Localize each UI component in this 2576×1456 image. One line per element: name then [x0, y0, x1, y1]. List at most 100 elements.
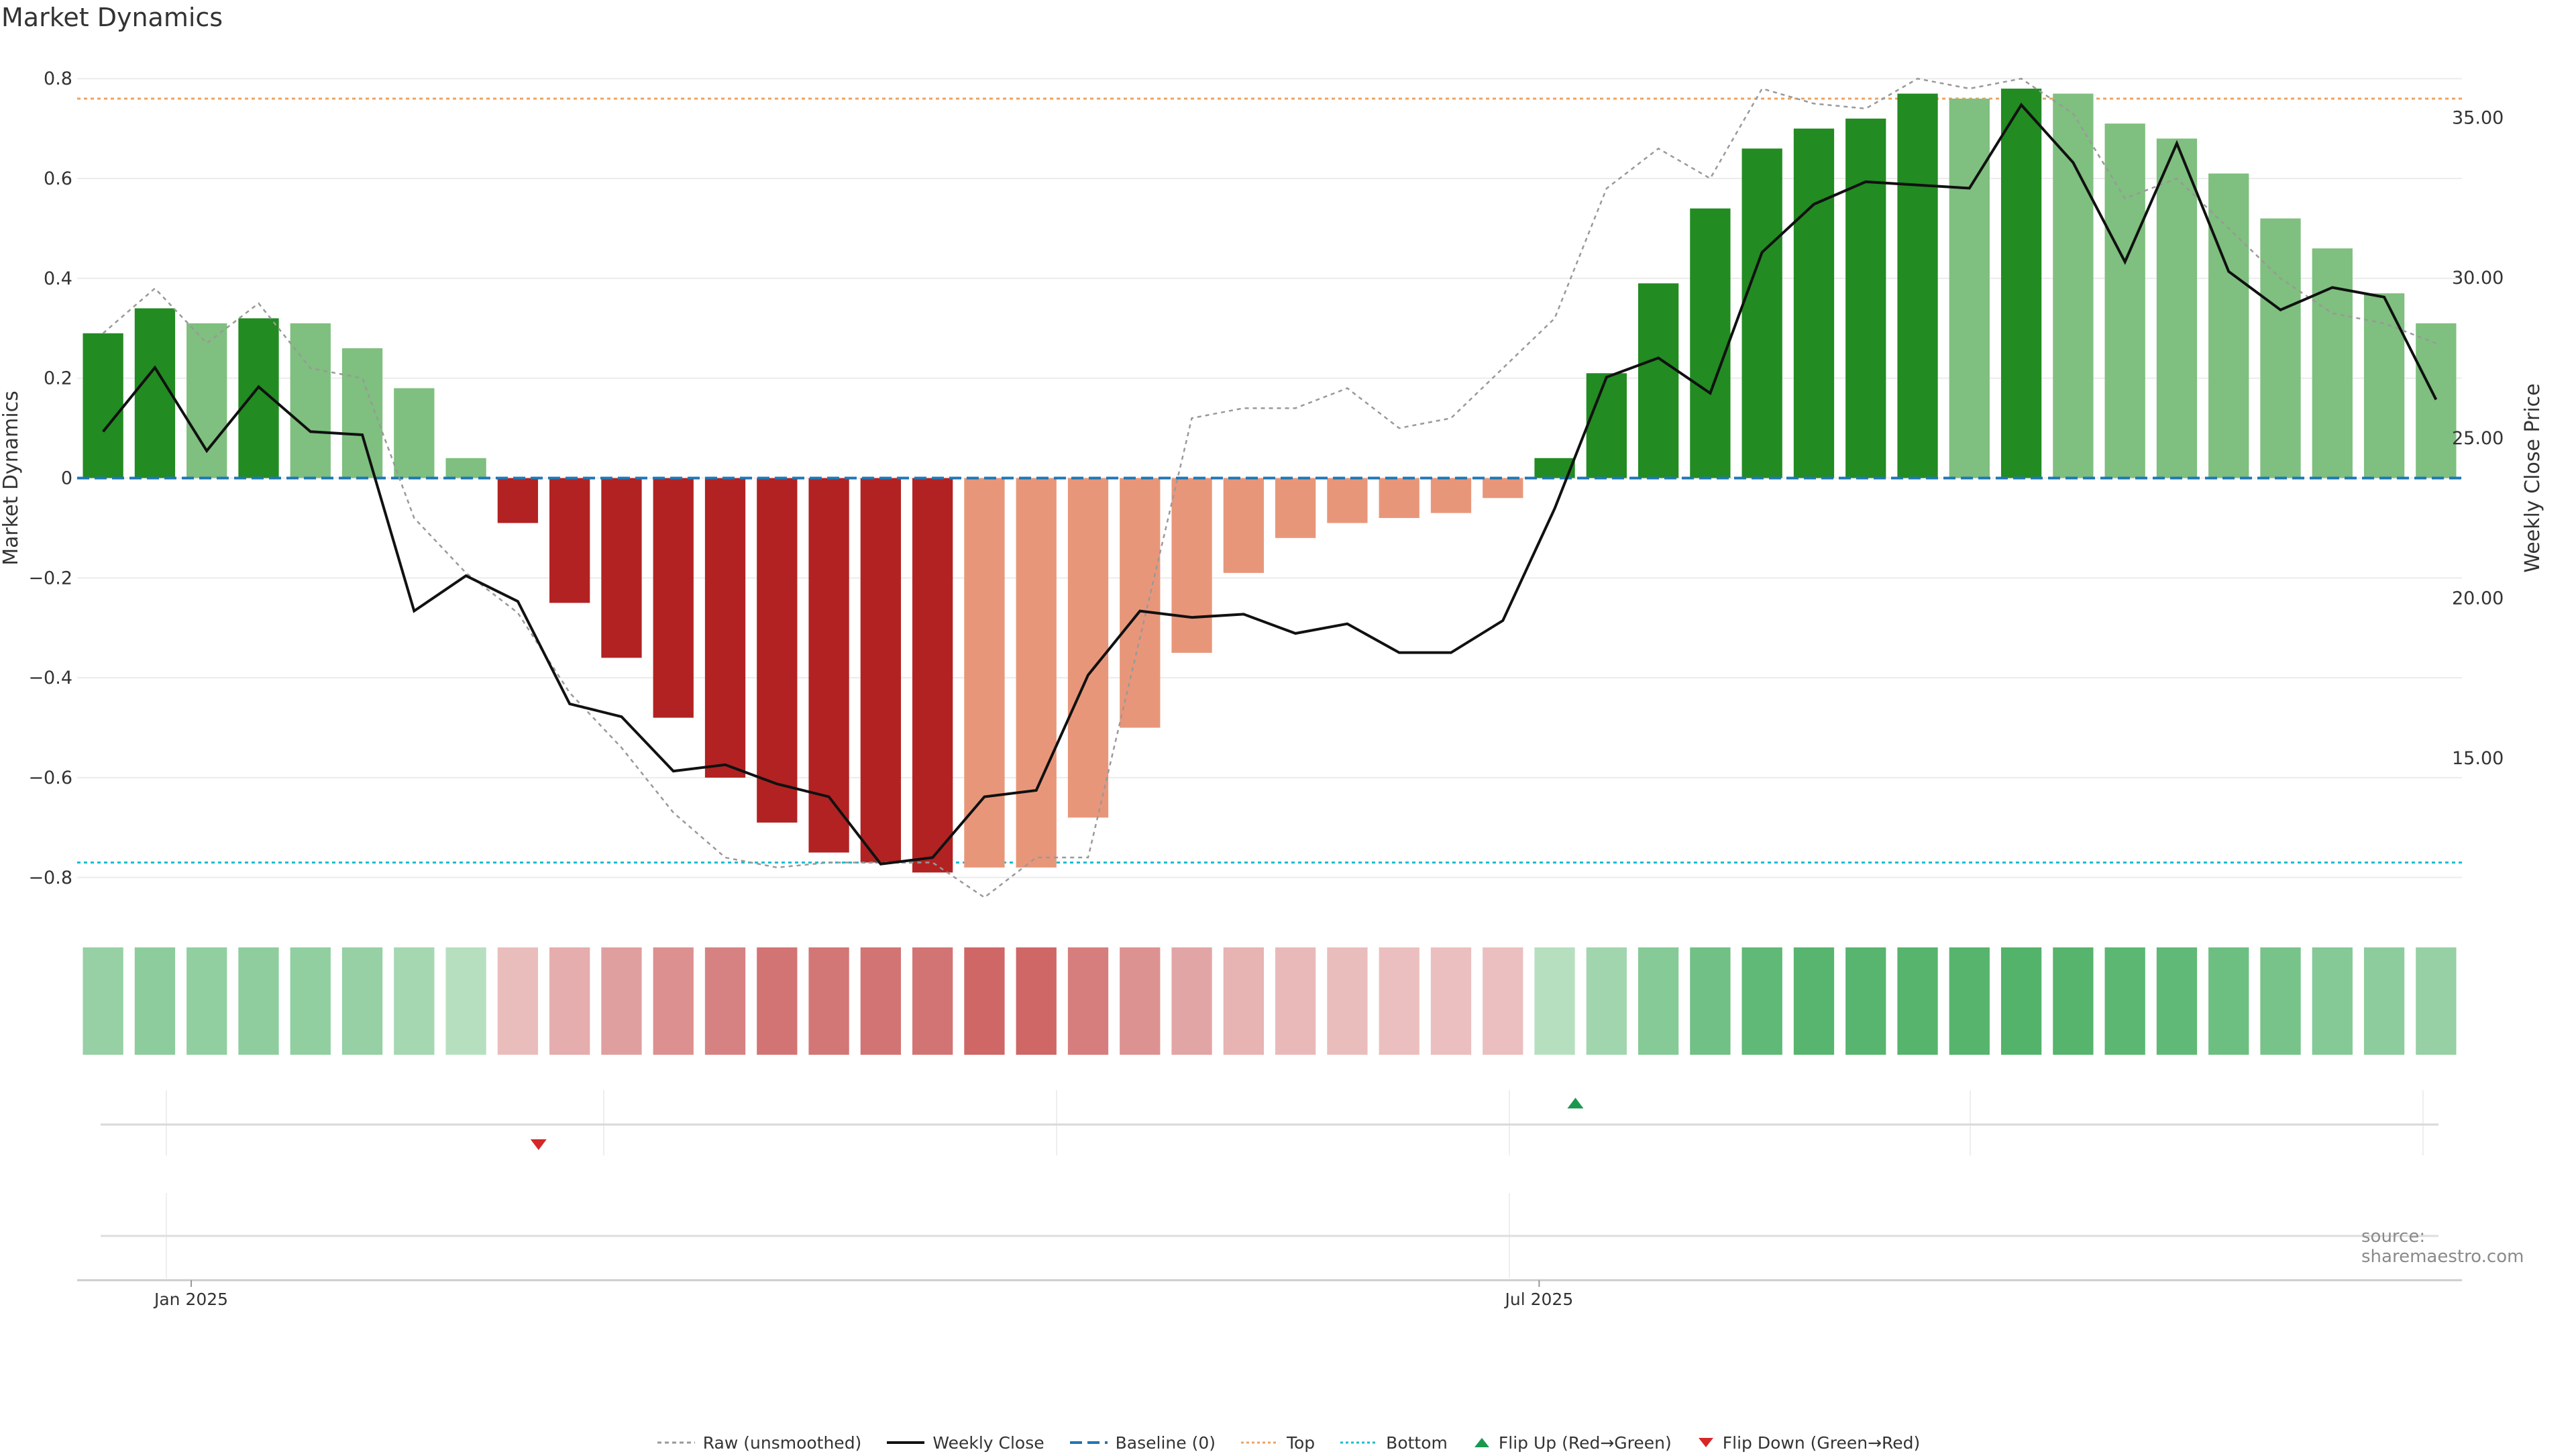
intensity-cell	[134, 947, 176, 1055]
bar	[549, 478, 590, 603]
bar	[2363, 293, 2405, 478]
legend-weekly-close-label: Weekly Close	[932, 1433, 1044, 1453]
intensity-cell	[860, 947, 902, 1055]
legend-baseline-label: Baseline (0)	[1115, 1433, 1216, 1453]
bar	[1223, 478, 1264, 573]
x-tick-label: Jul 2025	[1504, 1290, 1574, 1309]
bar	[1949, 98, 1990, 478]
intensity-cell	[1275, 947, 1316, 1055]
intensity-cell	[1534, 947, 1575, 1055]
intensity-cell	[2156, 947, 2198, 1055]
legend-top-label: Top	[1286, 1433, 1316, 1453]
legend-flip-down: Flip Down (Green→Red)	[1696, 1433, 1921, 1453]
source-note: source: sharemaestro.com	[2361, 1227, 2524, 1267]
legend-bottom: Bottom	[1339, 1433, 1448, 1453]
intensity-cell	[238, 947, 279, 1055]
y-tick-label: −0.6	[28, 768, 72, 788]
bar	[808, 478, 849, 853]
intensity-cell	[2104, 947, 2145, 1055]
bar	[1171, 478, 1212, 653]
intensity-cell	[912, 947, 953, 1055]
legend-raw: Raw (unsmoothed)	[656, 1433, 861, 1453]
intensity-cell	[2053, 947, 2094, 1055]
legend-weekly-close: Weekly Close	[885, 1433, 1044, 1453]
x-tick-label: Jan 2025	[153, 1290, 228, 1309]
flip-up-marker	[1567, 1098, 1584, 1108]
bottom-panel: Jan 2025 Jul 2025	[77, 1193, 2462, 1309]
intensity-cell	[1483, 947, 1523, 1055]
bar	[2312, 248, 2353, 478]
bar	[2053, 93, 2094, 478]
bar	[290, 323, 331, 478]
intensity-cell	[2312, 947, 2353, 1055]
flip-down-marker	[530, 1139, 547, 1150]
bar	[1067, 478, 1109, 818]
bar	[83, 333, 123, 478]
bar	[757, 478, 798, 823]
intensity-cell	[808, 947, 849, 1055]
flip-panel	[101, 1090, 2438, 1155]
y-tick-label: −0.2	[28, 568, 72, 588]
chart-title: Market Dynamics	[1, 3, 223, 32]
bar	[1845, 118, 1886, 478]
bottom-line-swatch	[1340, 1441, 1379, 1444]
bar	[2104, 123, 2145, 478]
bar	[2416, 323, 2457, 478]
y-tick-label: 0.6	[44, 168, 72, 189]
bar	[394, 388, 435, 478]
intensity-cell	[1327, 947, 1368, 1055]
bar	[1016, 478, 1057, 868]
reference-lines	[77, 97, 2462, 864]
intensity-cell	[1741, 947, 1782, 1055]
bar-series	[83, 89, 2457, 873]
legend-flip-up: Flip Up (Red→Green)	[1472, 1433, 1672, 1453]
top-line-swatch	[1240, 1441, 1279, 1444]
bar	[1690, 208, 1731, 478]
intensity-cell	[1845, 947, 1886, 1055]
bar	[2260, 218, 2301, 478]
close-line-swatch	[887, 1441, 925, 1444]
intensity-cell	[653, 947, 694, 1055]
bar	[186, 323, 227, 478]
y2-tick-label: 25.00	[2452, 428, 2504, 449]
bar	[964, 478, 1005, 868]
intensity-cell	[341, 947, 383, 1055]
bar	[860, 478, 902, 863]
intensity-cell	[1120, 947, 1161, 1055]
bar	[1275, 478, 1316, 538]
bar	[1741, 148, 1782, 478]
intensity-cell	[1067, 947, 1109, 1055]
y2-axis-label: Weekly Close Price	[2521, 383, 2544, 572]
flip-down-icon	[1698, 1438, 1713, 1447]
intensity-cell	[394, 947, 435, 1055]
bar	[653, 478, 694, 718]
legend-flip-down-label: Flip Down (Green→Red)	[1722, 1433, 1921, 1453]
y2-tick-label: 30.00	[2452, 268, 2504, 289]
bar	[341, 348, 383, 478]
bar	[912, 478, 953, 873]
intensity-cell	[1016, 947, 1057, 1055]
legend: Raw (unsmoothed) Weekly Close Baseline (…	[0, 1429, 2576, 1456]
y-tick-label: 0.4	[44, 268, 72, 289]
raw-line-swatch	[657, 1441, 695, 1444]
intensity-cell	[1223, 947, 1264, 1055]
baseline-swatch	[1069, 1441, 1108, 1444]
bar	[1379, 478, 1419, 519]
legend-bottom-label: Bottom	[1386, 1433, 1448, 1453]
intensity-cell	[1430, 947, 1472, 1055]
bar	[2208, 173, 2249, 478]
bar	[704, 478, 746, 778]
intensity-cell	[1638, 947, 1679, 1055]
y-tick-label: 0	[61, 468, 72, 489]
intensity-cell	[2363, 947, 2405, 1055]
intensity-cell	[2260, 947, 2301, 1055]
intensity-cell	[757, 947, 798, 1055]
intensity-cell	[445, 947, 486, 1055]
intensity-cell	[1897, 947, 1938, 1055]
intensity-cell	[1586, 947, 1627, 1055]
intensity-cell	[1171, 947, 1212, 1055]
bar	[1483, 478, 1523, 499]
bar	[497, 478, 539, 523]
intensity-cell	[601, 947, 642, 1055]
